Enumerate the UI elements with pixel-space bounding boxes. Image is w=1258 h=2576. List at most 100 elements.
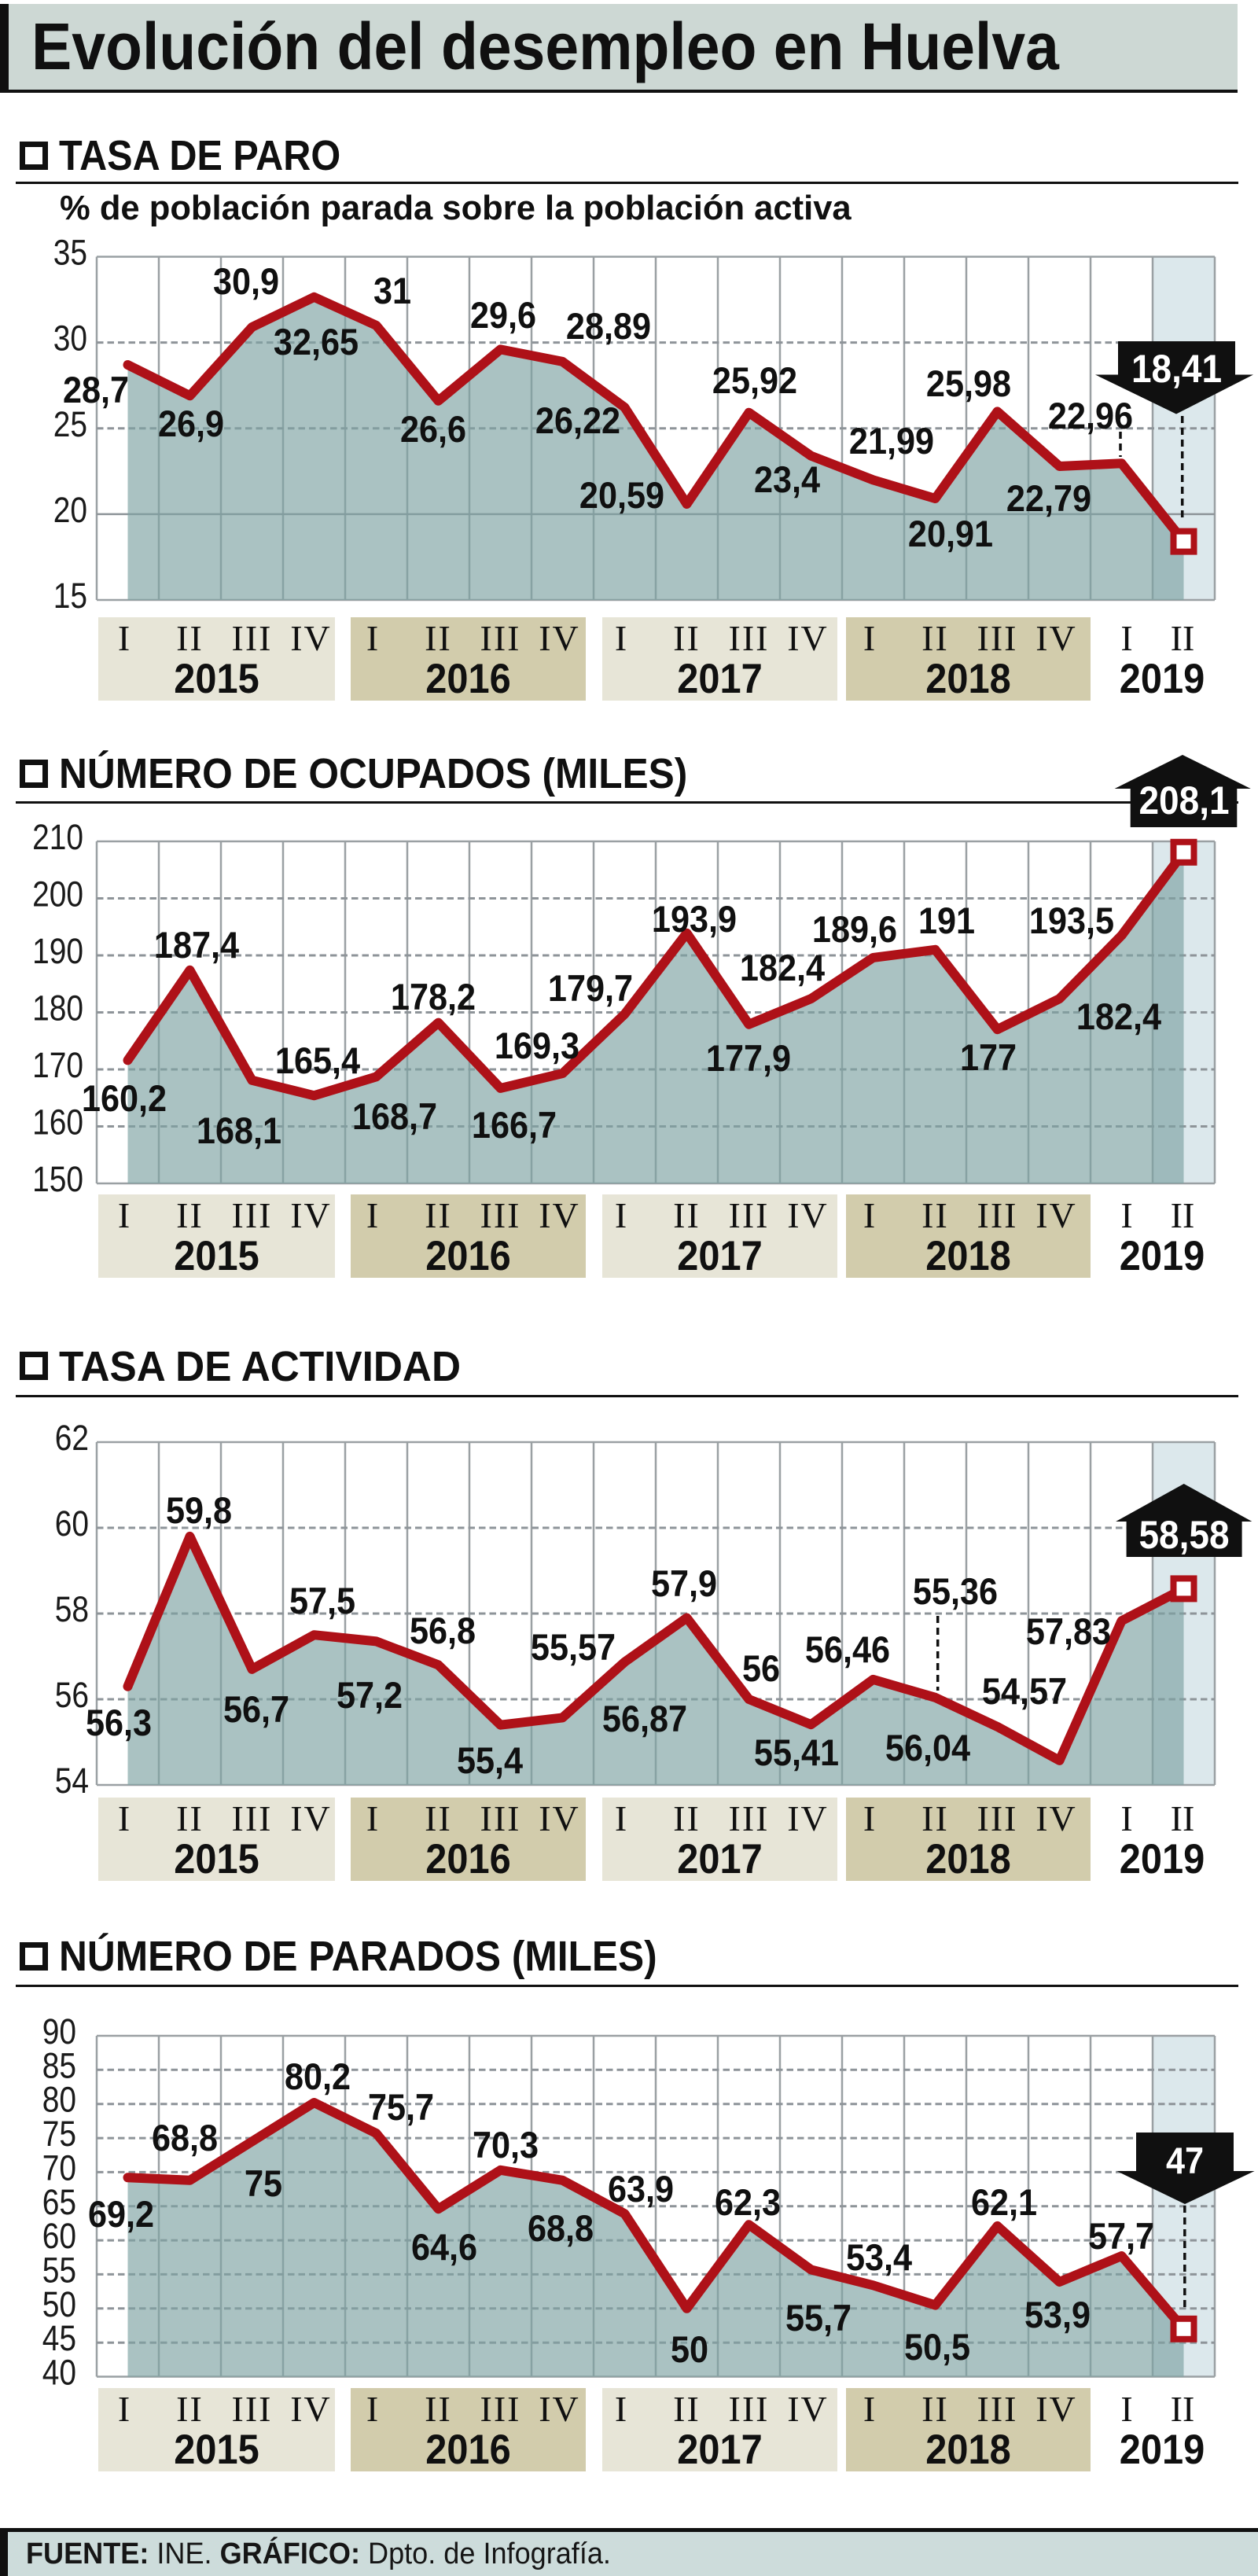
svg-text:IV: IV <box>787 2389 829 2429</box>
svg-text:IV: IV <box>290 1798 332 1838</box>
svg-text:193,5: 193,5 <box>1029 900 1114 941</box>
svg-text:I: I <box>118 1195 131 1235</box>
svg-text:62: 62 <box>55 1418 89 1457</box>
svg-text:IV: IV <box>787 618 829 658</box>
svg-text:II: II <box>425 2389 452 2429</box>
svg-text:III: III <box>729 1195 770 1235</box>
svg-text:I: I <box>118 2389 131 2429</box>
svg-text:57,7: 57,7 <box>1088 2215 1154 2257</box>
svg-text:2015: 2015 <box>174 2426 259 2472</box>
svg-text:55,7: 55,7 <box>785 2297 852 2339</box>
svg-text:62,1: 62,1 <box>971 2181 1037 2223</box>
svg-text:80: 80 <box>42 2080 76 2119</box>
svg-text:2016: 2016 <box>425 655 510 701</box>
svg-text:II: II <box>176 1195 204 1235</box>
svg-text:III: III <box>232 1798 273 1838</box>
svg-text:25: 25 <box>53 404 87 443</box>
svg-text:56,8: 56,8 <box>410 1610 476 1651</box>
svg-text:170: 170 <box>32 1045 83 1084</box>
svg-text:I: I <box>366 2389 380 2429</box>
svg-text:160,2: 160,2 <box>82 1077 167 1119</box>
svg-text:50,5: 50,5 <box>904 2326 970 2368</box>
svg-text:2017: 2017 <box>677 1835 762 1882</box>
svg-text:32,65: 32,65 <box>274 321 359 362</box>
svg-text:II: II <box>1171 2389 1195 2429</box>
svg-text:2018: 2018 <box>925 655 1010 701</box>
svg-text:60: 60 <box>42 2216 76 2255</box>
svg-text:I: I <box>366 618 380 658</box>
svg-text:2019: 2019 <box>1120 1232 1205 1279</box>
svg-text:IV: IV <box>290 1195 332 1235</box>
svg-text:III: III <box>977 1798 1018 1838</box>
svg-text:III: III <box>977 618 1018 658</box>
svg-text:II: II <box>1171 618 1195 658</box>
svg-text:II: II <box>176 2389 204 2429</box>
svg-text:56,3: 56,3 <box>86 1702 152 1743</box>
svg-text:IV: IV <box>787 1798 829 1838</box>
svg-text:I: I <box>366 1195 380 1235</box>
svg-text:28,89: 28,89 <box>566 305 651 347</box>
svg-text:168,7: 168,7 <box>352 1095 437 1137</box>
svg-text:30,9: 30,9 <box>213 260 279 302</box>
svg-text:63,9: 63,9 <box>608 2168 674 2210</box>
svg-text:2017: 2017 <box>677 655 762 701</box>
svg-text:2019: 2019 <box>1120 2426 1205 2472</box>
svg-text:80,2: 80,2 <box>285 2055 351 2097</box>
svg-text:64,6: 64,6 <box>411 2226 477 2268</box>
svg-text:IV: IV <box>539 2389 580 2429</box>
svg-text:70,3: 70,3 <box>473 2124 539 2166</box>
svg-text:III: III <box>232 1195 273 1235</box>
svg-text:47: 47 <box>1166 2140 1204 2181</box>
svg-text:54,57: 54,57 <box>982 1670 1067 1712</box>
svg-text:II: II <box>673 2389 701 2429</box>
svg-text:I: I <box>366 1798 380 1838</box>
svg-text:55,57: 55,57 <box>531 1626 616 1668</box>
svg-text:21,99: 21,99 <box>849 420 934 462</box>
svg-text:II: II <box>1171 1195 1195 1235</box>
svg-text:35: 35 <box>53 233 87 272</box>
svg-text:II: II <box>673 618 701 658</box>
svg-text:177: 177 <box>960 1036 1017 1078</box>
svg-text:III: III <box>480 1798 521 1838</box>
svg-text:15: 15 <box>53 576 87 615</box>
svg-text:IV: IV <box>1035 2389 1077 2429</box>
svg-text:85: 85 <box>42 2046 76 2085</box>
svg-text:169,3: 169,3 <box>495 1025 579 1066</box>
svg-text:III: III <box>232 2389 273 2429</box>
svg-text:20,59: 20,59 <box>579 474 664 516</box>
svg-text:193,9: 193,9 <box>652 898 737 940</box>
svg-text:166,7: 166,7 <box>472 1104 557 1146</box>
svg-text:II: II <box>921 1798 949 1838</box>
svg-text:177,9: 177,9 <box>706 1037 791 1079</box>
svg-text:TASA DE ACTIVIDAD: TASA DE ACTIVIDAD <box>59 1343 461 1390</box>
svg-text:25,92: 25,92 <box>712 359 797 401</box>
svg-text:75,7: 75,7 <box>368 2086 434 2128</box>
svg-text:29,6: 29,6 <box>470 294 536 336</box>
svg-text:40: 40 <box>42 2353 76 2392</box>
svg-text:IV: IV <box>1035 1195 1077 1235</box>
svg-text:56,04: 56,04 <box>885 1727 970 1768</box>
svg-text:45: 45 <box>42 2319 76 2358</box>
svg-text:2015: 2015 <box>174 1835 259 1882</box>
svg-text:III: III <box>729 618 770 658</box>
svg-text:2018: 2018 <box>925 1835 1010 1882</box>
svg-text:208,1: 208,1 <box>1138 779 1229 822</box>
svg-text:189,6: 189,6 <box>812 908 897 950</box>
svg-text:18,41: 18,41 <box>1131 348 1222 391</box>
svg-text:IV: IV <box>787 1195 829 1235</box>
svg-text:2017: 2017 <box>677 1232 762 1279</box>
svg-text:56: 56 <box>55 1675 89 1714</box>
svg-text:20,91: 20,91 <box>908 513 993 554</box>
svg-text:60: 60 <box>55 1503 89 1543</box>
svg-text:50: 50 <box>42 2284 76 2324</box>
svg-text:2016: 2016 <box>425 1835 510 1882</box>
svg-text:160: 160 <box>32 1102 83 1142</box>
svg-text:28,7: 28,7 <box>63 369 129 410</box>
svg-text:2016: 2016 <box>425 1232 510 1279</box>
svg-text:IV: IV <box>290 618 332 658</box>
svg-text:58: 58 <box>55 1589 89 1628</box>
svg-text:187,4: 187,4 <box>154 924 239 966</box>
svg-text:190: 190 <box>32 931 83 970</box>
svg-text:75: 75 <box>245 2162 282 2204</box>
svg-text:I: I <box>863 618 877 658</box>
